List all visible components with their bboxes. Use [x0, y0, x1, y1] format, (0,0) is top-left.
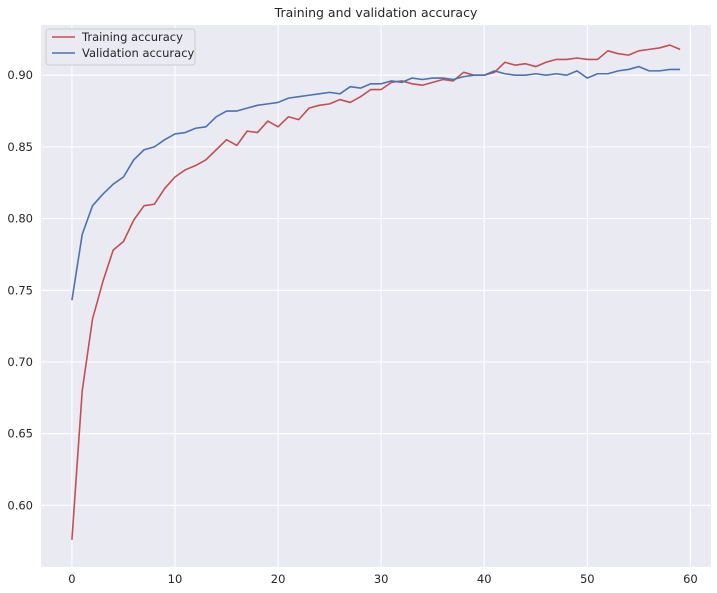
y-tick-label: 0.75 — [7, 283, 33, 297]
legend: Training accuracy Validation accuracy — [45, 28, 196, 66]
x-tick-label: 40 — [477, 572, 492, 586]
y-tick-label: 0.60 — [7, 498, 33, 512]
x-tick-label: 50 — [580, 572, 595, 586]
x-tick-label: 30 — [374, 572, 389, 586]
legend-box — [45, 28, 196, 66]
chart-title: Training and validation accuracy — [274, 5, 478, 20]
x-tick-label: 20 — [271, 572, 286, 586]
validation-accuracy-line — [71, 65, 681, 301]
y-tick-label: 0.90 — [7, 68, 33, 82]
y-tick-label: 0.85 — [7, 140, 33, 154]
tick-labels: 0.60 0.65 0.70 0.75 0.80 0.85 0.90 0 10 20 30 40 50 6… — [7, 68, 697, 586]
y-tick-label: 0.65 — [7, 427, 33, 441]
plot-area — [41, 25, 711, 567]
x-tick-label: 60 — [683, 572, 698, 586]
series-lines — [71, 44, 681, 540]
x-tick-label: 0 — [68, 572, 75, 586]
legend-label-training: Training accuracy — [81, 30, 183, 44]
legend-label-validation: Validation accuracy — [82, 46, 195, 60]
training-accuracy-line — [71, 44, 681, 540]
y-tick-label: 0.80 — [7, 212, 33, 226]
y-tick-label: 0.70 — [7, 355, 33, 369]
x-tick-label: 10 — [168, 572, 183, 586]
